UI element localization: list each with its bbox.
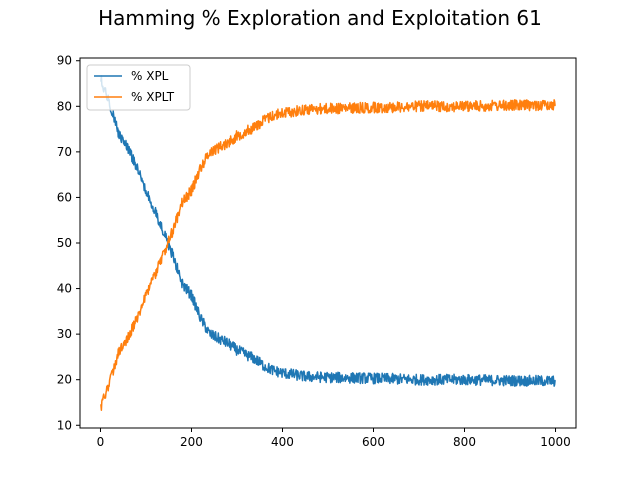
y-tick-label: 40 xyxy=(57,282,72,296)
series-line-xpl xyxy=(99,75,557,387)
y-tick-label: 90 xyxy=(57,54,72,68)
series-layer xyxy=(99,75,557,411)
y-tick-label: 80 xyxy=(57,99,72,113)
y-tick-label: 50 xyxy=(57,236,72,250)
y-tick-label: 60 xyxy=(57,190,72,204)
y-tick-label: 70 xyxy=(57,145,72,159)
x-tick-label: 200 xyxy=(180,435,203,449)
x-tick-label: 600 xyxy=(362,435,385,449)
y-tick-label: 20 xyxy=(57,373,72,387)
series-line-xplt xyxy=(99,99,557,411)
chart-title: Hamming % Exploration and Exploitation 6… xyxy=(98,6,542,30)
legend-label: % XPLT xyxy=(131,90,175,104)
x-tick-label: 800 xyxy=(453,435,476,449)
y-tick-label: 30 xyxy=(57,327,72,341)
plot-area xyxy=(80,58,576,428)
x-tick-label: 400 xyxy=(271,435,294,449)
legend-label: % XPL xyxy=(131,69,169,83)
y-axis: 10 20 30 40 50 60 70 80 90 xyxy=(57,54,80,432)
x-axis: 0 200 400 600 800 1000 xyxy=(97,428,571,449)
y-tick-label: 10 xyxy=(57,418,72,432)
legend: % XPL % XPLT xyxy=(86,64,191,111)
x-tick-label: 1000 xyxy=(540,435,571,449)
x-tick-label: 0 xyxy=(97,435,105,449)
